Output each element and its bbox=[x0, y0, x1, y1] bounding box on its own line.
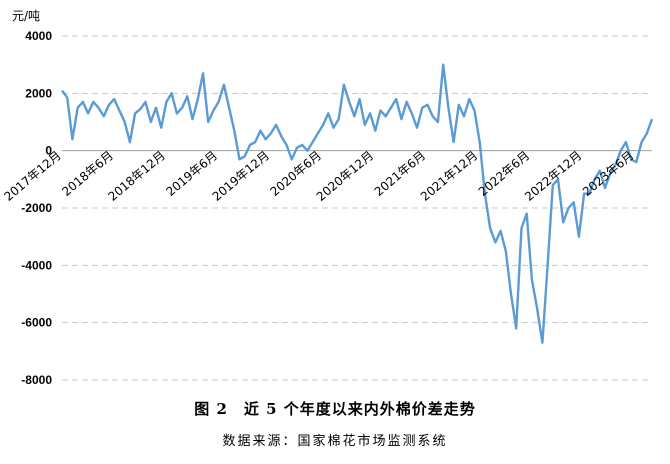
y-tick-label: -6000 bbox=[21, 316, 52, 330]
y-tick-label: -8000 bbox=[21, 373, 52, 387]
y-tick-label: -2000 bbox=[21, 201, 52, 215]
y-tick-label: 0 bbox=[45, 144, 52, 158]
figure-caption: 图 2 近 5 个年度以来内外棉价差走势 bbox=[194, 400, 476, 418]
x-tick-label: 2020年12月 bbox=[314, 148, 376, 204]
x-tick-label: 2017年12月 bbox=[1, 148, 63, 204]
x-tick-label: 2018年12月 bbox=[106, 148, 168, 204]
y-tick-label: -4000 bbox=[21, 258, 52, 272]
gridlines bbox=[62, 35, 652, 381]
x-tick-label: 2023年6月 bbox=[580, 148, 637, 199]
y-tick-label: 4000 bbox=[25, 29, 52, 43]
unit-label: 元/吨 bbox=[12, 9, 40, 23]
y-axis-ticks: 4000 2000 0 -2000 -4000 -6000 -8000 bbox=[21, 29, 52, 387]
y-tick-label: 2000 bbox=[25, 86, 52, 100]
data-source: 数据来源：国家棉花市场监测系统 bbox=[222, 434, 448, 449]
chart: 元/吨 4000 2000 0 -2000 -4000 -6000 -8000 2017年1… bbox=[1, 9, 654, 387]
x-axis-ticks: 2017年12月2018年6月2018年12月2019年6月2019年12月20… bbox=[1, 148, 636, 204]
x-tick-label: 2019年12月 bbox=[210, 148, 272, 204]
series-line bbox=[61, 63, 654, 344]
x-tick-label: 2021年12月 bbox=[418, 148, 480, 204]
